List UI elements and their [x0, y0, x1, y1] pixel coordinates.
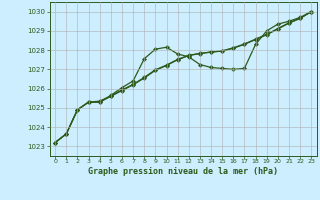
X-axis label: Graphe pression niveau de la mer (hPa): Graphe pression niveau de la mer (hPa) [88, 167, 278, 176]
